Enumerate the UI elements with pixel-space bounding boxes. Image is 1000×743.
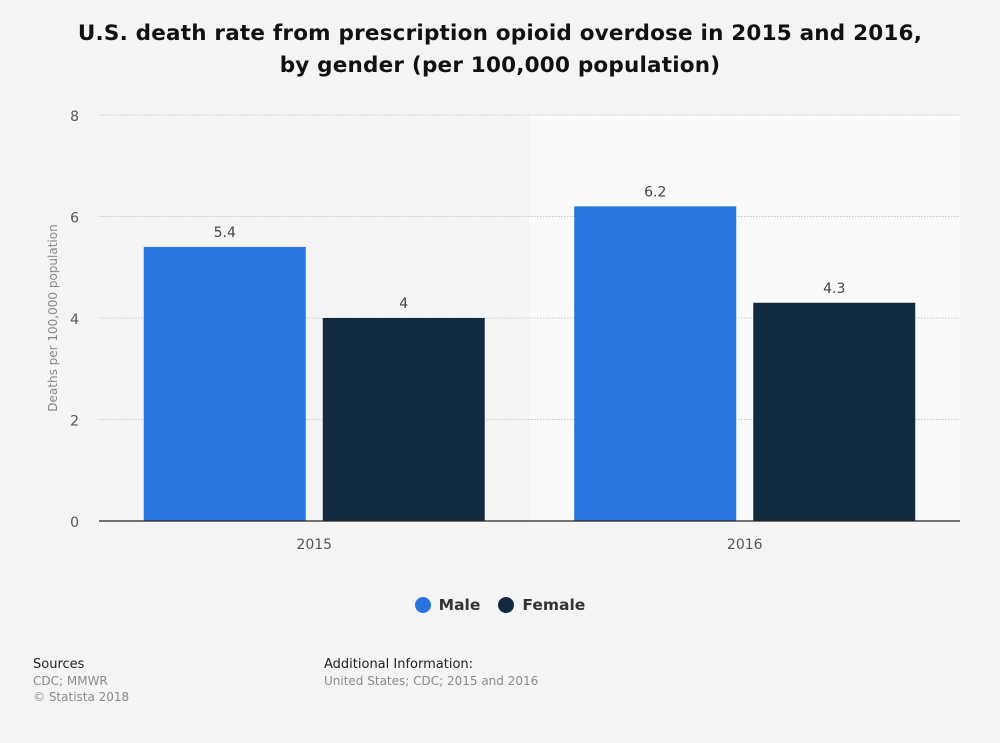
bar-chart: 0 2 4 6 8 Deaths per 100,000 population 5.4 4 20… (46, 109, 960, 553)
legend-item-female[interactable]: Female (498, 596, 585, 614)
legend-label-female: Female (522, 596, 586, 614)
data-label-male-2015: 5.4 (214, 225, 236, 241)
chart-legend: Male Female (0, 596, 1000, 614)
bar-male-2015 (143, 246, 306, 521)
sources-block: Sources CDC; MMWR © Statista 2018 (33, 657, 129, 705)
chart-title: U.S. death rate from prescription opioid… (0, 18, 1000, 82)
y-axis-label: Deaths per 100,000 population (46, 224, 60, 411)
y-tick-label-6: 6 (70, 211, 79, 227)
legend-label-male: Male (438, 596, 481, 614)
data-label-female-2015: 4 (399, 296, 408, 312)
additional-info-block: Additional Information: United States; C… (324, 657, 538, 689)
legend-swatch-female (498, 597, 515, 613)
sources-text: CDC; MMWR (33, 674, 108, 688)
additional-info-text: United States; CDC; 2015 and 2016 (324, 674, 539, 688)
legend-swatch-male (414, 597, 431, 613)
x-tick-label-2016: 2016 (727, 537, 763, 553)
bar-female-2015 (322, 318, 485, 521)
additional-info-heading[interactable]: Additional Information: (324, 657, 474, 672)
y-tick-label-0: 0 (70, 515, 79, 531)
chart-title-line-1: U.S. death rate from prescription opioid… (77, 21, 923, 46)
sources-heading[interactable]: Sources (33, 657, 85, 672)
data-label-female-2016: 4.3 (823, 281, 845, 297)
x-tick-label-2015: 2015 (296, 537, 332, 553)
chart-title-line-2: by gender (per 100,000 population) (279, 53, 721, 78)
copyright-text: © Statista 2018 (33, 690, 130, 704)
bar-female-2016 (753, 302, 916, 521)
y-tick-label-4: 4 (70, 312, 79, 328)
y-tick-label-2: 2 (70, 414, 79, 430)
data-label-male-2016: 6.2 (644, 184, 666, 200)
y-tick-label-8: 8 (70, 109, 79, 125)
bar-male-2016 (574, 206, 737, 521)
legend-item-male[interactable]: Male (414, 596, 481, 614)
